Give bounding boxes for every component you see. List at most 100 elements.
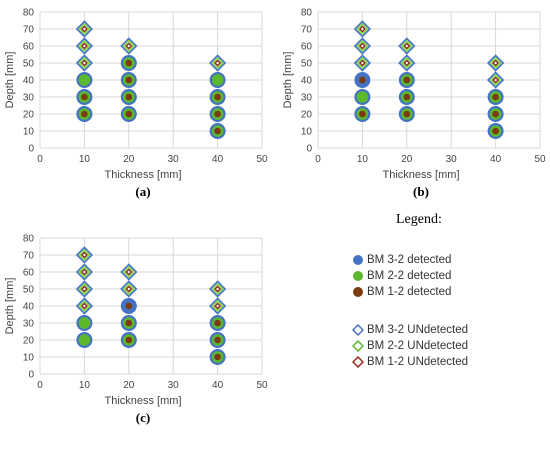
x-axis-title: Thickness [mm] — [104, 169, 181, 181]
x-tick-label: 0 — [315, 154, 321, 165]
x-tick-label: 10 — [79, 154, 91, 165]
detected-marker — [209, 315, 226, 331]
detected-marker — [209, 89, 226, 105]
detected-marker — [120, 315, 137, 331]
y-tick-label: 80 — [23, 234, 35, 245]
y-tick-label: 30 — [23, 319, 35, 330]
y-tick-label: 60 — [23, 268, 35, 279]
undetected-marker — [398, 37, 416, 55]
y-tick-label: 20 — [23, 110, 35, 121]
x-tick-label: 30 — [168, 154, 180, 165]
undetected-marker — [120, 37, 138, 55]
undetected-marker — [208, 280, 227, 298]
undetected-marker — [486, 71, 505, 89]
legend-item-bm22-undetected: BM 2-2 UNdetected — [352, 340, 468, 352]
undetected-marker — [75, 20, 94, 38]
x-axis-title: Thickness [mm] — [104, 395, 181, 407]
x-tick-label: 50 — [534, 154, 546, 165]
y-tick-label: 80 — [301, 8, 313, 19]
y-tick-label: 60 — [23, 42, 35, 53]
undetected-marker — [353, 37, 372, 55]
undetected-marker — [486, 54, 505, 72]
y-tick-label: 0 — [306, 144, 312, 155]
legend-label: BM 3-2 UNdetected — [367, 324, 468, 336]
undetected-marker — [75, 263, 94, 281]
x-tick-label: 0 — [37, 380, 43, 391]
undetected-marker — [75, 246, 94, 264]
chart-panel-a: 0 10 20 30 40 50 60 70 80 0 10 20 30 40 50 Thickness [m… — [0, 0, 272, 231]
legend-title: Legend: — [396, 212, 442, 227]
legend-item-bm32-detected: BM 3-2 detected — [352, 254, 451, 266]
undetected-marker — [75, 54, 94, 72]
detected-marker — [487, 123, 504, 139]
detected-marker — [209, 106, 226, 122]
x-tick-label: 30 — [446, 154, 458, 165]
detected-marker — [209, 123, 226, 139]
x-tick-label: 40 — [212, 380, 224, 391]
panel-label: (c) — [136, 410, 150, 425]
y-tick-label: 70 — [23, 251, 35, 262]
y-tick-label: 50 — [23, 285, 35, 296]
detected-marker — [398, 106, 415, 122]
detected-marker — [76, 106, 93, 122]
undetected-marker — [120, 263, 138, 281]
legend-marker-bm12-undetected — [352, 356, 364, 368]
x-tick-label: 50 — [256, 380, 268, 391]
x-tick-label: 0 — [37, 154, 43, 165]
detected-marker — [398, 72, 415, 88]
undetected-marker — [353, 54, 372, 72]
legend-label: BM 2-2 UNdetected — [367, 340, 468, 352]
y-tick-label: 30 — [23, 93, 35, 104]
panel-label: (a) — [135, 184, 150, 199]
detected-marker — [76, 72, 93, 88]
x-tick-label: 20 — [401, 154, 413, 165]
scatter-chart-b: 0 10 20 30 40 50 60 70 80 0 10 20 30 40 50 Thickness [m… — [282, 8, 546, 200]
legend-item-bm32-undetected: BM 3-2 UNdetected — [352, 324, 468, 336]
detected-marker — [76, 315, 93, 331]
y-axis-title: Depth [mm] — [4, 52, 16, 109]
x-axis-title: Thickness [mm] — [382, 169, 459, 181]
detected-marker — [120, 298, 137, 314]
detected-marker — [209, 72, 226, 88]
y-tick-label: 10 — [23, 127, 35, 138]
detected-marker — [120, 89, 137, 105]
y-tick-label: 10 — [301, 127, 313, 138]
x-tick-label: 50 — [256, 154, 268, 165]
y-tick-label: 0 — [28, 144, 34, 155]
detected-marker — [354, 72, 371, 88]
x-tick-label: 10 — [357, 154, 369, 165]
detected-marker — [120, 106, 137, 122]
detected-marker — [120, 332, 137, 348]
y-tick-label: 10 — [23, 353, 35, 364]
x-tick-label: 20 — [123, 380, 135, 391]
detected-marker — [487, 89, 504, 105]
y-tick-label: 20 — [301, 110, 313, 121]
y-axis-title: Depth [mm] — [282, 52, 294, 109]
x-tick-label: 40 — [490, 154, 502, 165]
legend-item-bm12-undetected: BM 1-2 UNdetected — [352, 356, 468, 368]
chart-panel-c: 0 10 20 30 40 50 60 70 80 0 10 20 30 40 50 Thickness [m… — [0, 226, 272, 457]
y-axis-title: Depth [mm] — [4, 278, 16, 335]
y-tick-label: 20 — [23, 336, 35, 347]
legend-item-bm12-detected: BM 1-2 detected — [352, 286, 451, 298]
y-tick-label: 40 — [23, 76, 35, 87]
detected-marker — [354, 89, 371, 105]
legend-label: BM 1-2 UNdetected — [367, 356, 468, 368]
undetected-marker — [353, 20, 372, 38]
legend-item-bm22-detected: BM 2-2 detected — [352, 270, 451, 282]
legend-marker-bm22-undetected — [352, 340, 364, 352]
detected-marker — [120, 55, 137, 71]
legend-marker-bm22-detected — [353, 271, 363, 281]
detected-marker — [209, 332, 226, 348]
legend-marker-bm32-undetected — [352, 324, 364, 336]
chart-panel-b: 0 10 20 30 40 50 60 70 80 0 10 20 30 40 50 Thickness [m… — [278, 0, 550, 231]
legend-label: BM 1-2 detected — [367, 286, 452, 298]
y-tick-label: 30 — [301, 93, 313, 104]
detected-marker — [487, 106, 504, 122]
x-tick-label: 40 — [212, 154, 224, 165]
legend-marker-bm32-detected — [353, 255, 363, 265]
undetected-marker — [208, 297, 227, 315]
legend-label: BM 3-2 detected — [367, 254, 452, 266]
legend-label: BM 2-2 detected — [367, 270, 452, 282]
undetected-marker — [75, 297, 94, 315]
